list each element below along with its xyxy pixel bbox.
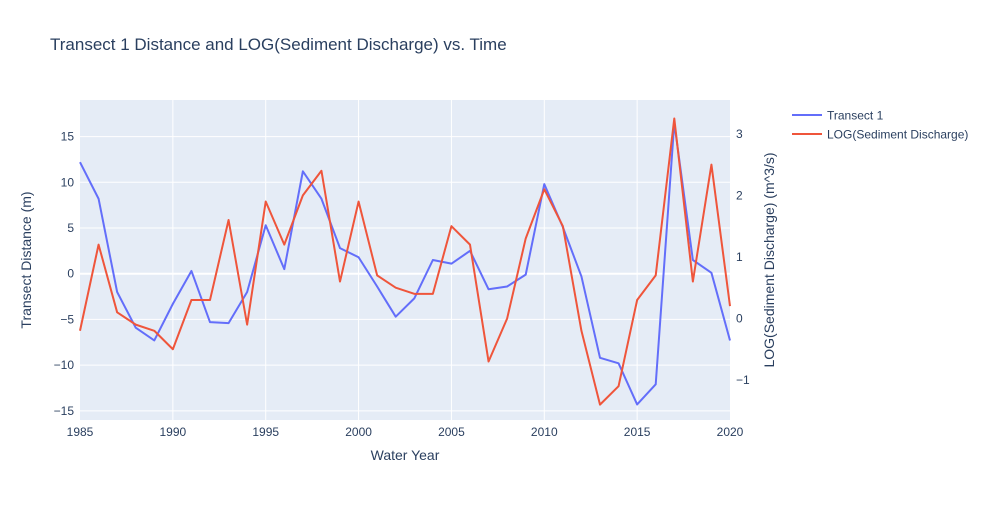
legend[interactable]: Transect 1 LOG(Sediment Discharge) <box>792 109 968 142</box>
y-left-tick-label: 10 <box>61 175 75 189</box>
grid-layer <box>80 100 730 420</box>
x-tick-label: 1985 <box>67 425 94 439</box>
y-axis-left-label: Transect Distance (m) <box>18 191 34 328</box>
y-left-tick-label: 15 <box>61 130 75 144</box>
series-line-log-sediment-discharge[interactable] <box>79 117 731 406</box>
y-right-tick-label: 0 <box>736 311 743 325</box>
x-tick-label: 2000 <box>345 425 372 439</box>
y-left-tick-label: −15 <box>54 404 75 418</box>
x-tick-label: 1990 <box>160 425 187 439</box>
legend-item-transect-1[interactable]: Transect 1 <box>792 109 884 123</box>
series-layer <box>79 117 731 406</box>
tick-layer: 1985 1990 1995 2000 2005 2010 2015 2020151050−5… <box>54 127 750 439</box>
legend-label-transect-1: Transect 1 <box>827 109 884 123</box>
x-tick-label: 2010 <box>531 425 558 439</box>
legend-item-log-sediment-discharge[interactable]: LOG(Sediment Discharge) <box>792 128 968 142</box>
x-tick-label: 2005 <box>438 425 465 439</box>
y-right-tick-label: 3 <box>736 127 743 141</box>
y-left-tick-label: −10 <box>54 358 75 372</box>
chart-title: Transect 1 Distance and LOG(Sediment Dis… <box>50 35 507 54</box>
plot-background <box>80 100 730 420</box>
y-right-tick-label: 1 <box>736 250 743 264</box>
x-tick-label: 2020 <box>717 425 744 439</box>
x-tick-label: 1995 <box>252 425 279 439</box>
y-right-tick-label: 2 <box>736 188 743 202</box>
legend-label-log-sediment-discharge: LOG(Sediment Discharge) <box>827 128 968 142</box>
y-left-tick-label: −5 <box>60 312 74 326</box>
y-right-tick-label: −1 <box>736 373 750 387</box>
y-left-tick-label: 0 <box>67 267 74 281</box>
x-tick-label: 2015 <box>624 425 651 439</box>
y-left-tick-label: 5 <box>67 221 74 235</box>
x-axis-label: Water Year <box>371 447 440 463</box>
y-axis-right-label: LOG(Sediment Discharge) (m^3/s) <box>761 152 777 367</box>
